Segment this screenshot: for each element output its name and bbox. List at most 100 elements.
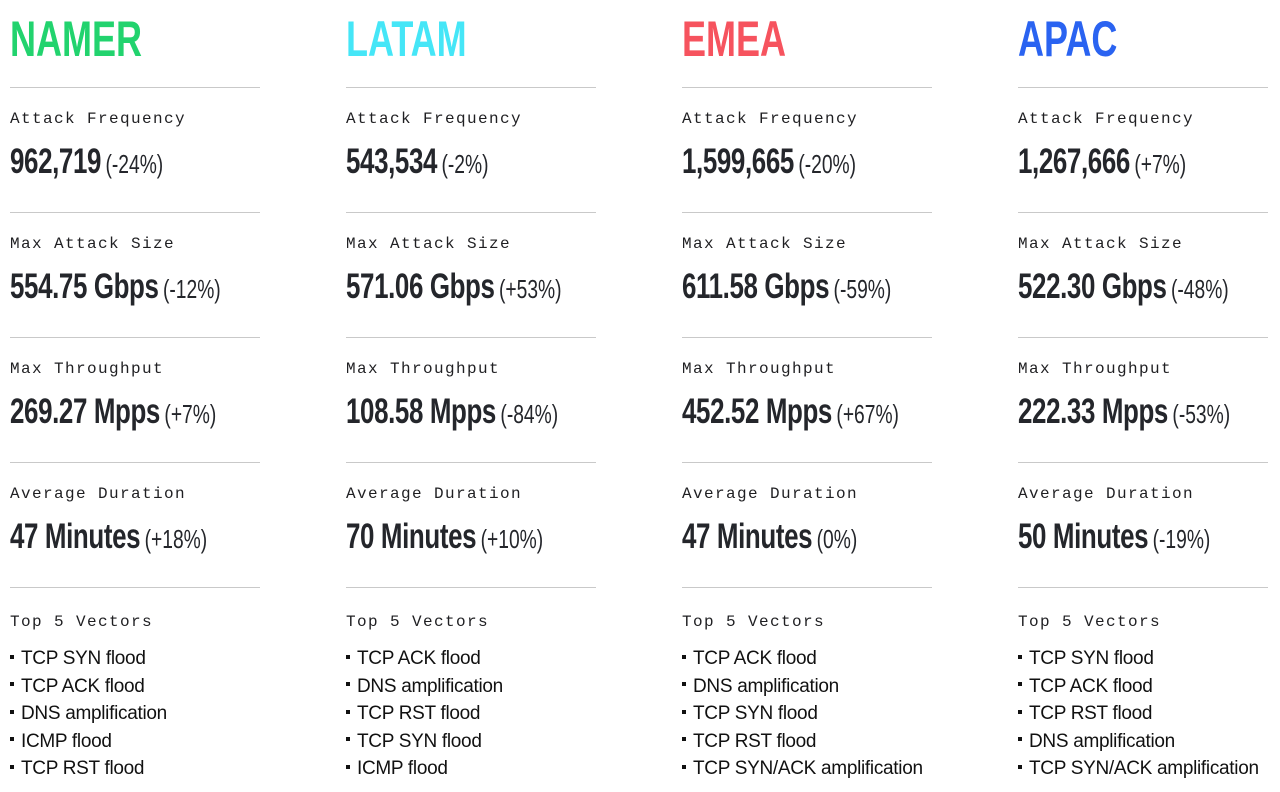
- region-title: NAMER: [10, 11, 142, 67]
- attack-frequency-value: 543,534: [346, 142, 438, 181]
- vector-item: TCP SYN flood: [346, 728, 503, 756]
- divider: [10, 212, 260, 213]
- region-title: LATAM: [346, 11, 467, 67]
- attack-frequency-metric: 543,534 (-2%): [346, 142, 489, 182]
- divider: [346, 587, 596, 588]
- vector-item: TCP RST flood: [10, 755, 167, 783]
- bullet-icon: [346, 654, 350, 659]
- divider: [10, 337, 260, 338]
- vector-item: TCP SYN flood: [1018, 645, 1259, 673]
- bullet-icon: [682, 654, 686, 659]
- vector-list: TCP ACK flood DNS amplification TCP SYN …: [682, 645, 923, 783]
- vector-item: TCP ACK flood: [682, 645, 923, 673]
- vector-list: TCP SYN flood TCP ACK flood TCP RST floo…: [1018, 645, 1259, 783]
- max-attack-size-label: Max Attack Size: [682, 235, 848, 253]
- max-attack-size-delta: (-12%): [162, 274, 221, 304]
- max-attack-size-delta: (+53%): [498, 274, 562, 304]
- bullet-icon: [682, 764, 686, 769]
- vector-label: TCP ACK flood: [357, 648, 481, 669]
- vector-item: DNS amplification: [1018, 728, 1259, 756]
- max-attack-size-value: 571.06 Gbps: [346, 267, 495, 306]
- divider: [10, 587, 260, 588]
- divider: [682, 587, 932, 588]
- attack-frequency-delta: (-20%): [798, 149, 857, 179]
- average-duration-value: 47 Minutes: [10, 517, 141, 556]
- region-column-latam: LATAM Attack Frequency 543,534 (-2%) Max …: [346, 0, 596, 792]
- attack-frequency-label: Attack Frequency: [10, 110, 187, 128]
- vector-label: TCP ACK flood: [1029, 675, 1153, 697]
- vector-item: TCP RST flood: [346, 700, 503, 728]
- max-attack-size-value: 611.58 Gbps: [682, 267, 830, 306]
- vector-label: TCP SYN/ACK amplification: [1029, 758, 1259, 779]
- vector-item: ICMP flood: [10, 728, 167, 756]
- average-duration-delta: (-19%): [1152, 524, 1211, 554]
- divider: [682, 212, 932, 213]
- vector-item: ICMP flood: [346, 755, 503, 783]
- max-attack-size-delta: (-48%): [1170, 274, 1229, 304]
- max-attack-size-metric: 554.75 Gbps (-12%): [10, 267, 221, 307]
- vector-label: TCP ACK flood: [21, 675, 145, 697]
- max-throughput-metric: 269.27 Mpps (+7%): [10, 392, 216, 432]
- average-duration-metric: 50 Minutes (-19%): [1018, 517, 1210, 557]
- average-duration-metric: 70 Minutes (+10%): [346, 517, 543, 557]
- divider: [682, 462, 932, 463]
- vector-item: TCP SYN/ACK amplification: [1018, 755, 1259, 783]
- bullet-icon: [10, 654, 14, 659]
- vector-label: TCP RST flood: [693, 730, 817, 752]
- bullet-icon: [682, 737, 686, 742]
- vector-item: TCP ACK flood: [10, 673, 167, 701]
- max-throughput-label: Max Throughput: [346, 360, 501, 378]
- divider: [682, 87, 932, 88]
- bullet-icon: [1018, 709, 1022, 714]
- vector-item: TCP SYN flood: [682, 700, 923, 728]
- top-vectors-label: Top 5 Vectors: [682, 613, 826, 631]
- max-throughput-value: 108.58 Mpps: [346, 392, 496, 431]
- vector-label: TCP RST flood: [357, 703, 481, 724]
- vector-label: TCP ACK flood: [693, 648, 817, 669]
- attack-frequency-label: Attack Frequency: [1018, 110, 1195, 128]
- vector-item: DNS amplification: [10, 700, 167, 728]
- max-attack-size-value: 522.30 Gbps: [1018, 267, 1167, 306]
- max-throughput-delta: (+67%): [836, 399, 899, 429]
- divider: [346, 212, 596, 213]
- divider: [10, 87, 260, 88]
- max-throughput-label: Max Throughput: [682, 360, 837, 378]
- max-throughput-value: 452.52 Mpps: [682, 392, 832, 431]
- bullet-icon: [10, 764, 14, 769]
- average-duration-value: 70 Minutes: [346, 517, 477, 556]
- average-duration-delta: (+18%): [144, 524, 208, 554]
- vector-label: TCP SYN flood: [1029, 648, 1154, 669]
- region-column-emea: EMEA Attack Frequency 1,599,665 (-20%) Ma…: [682, 0, 932, 792]
- bullet-icon: [1018, 654, 1022, 659]
- vector-label: DNS amplification: [693, 675, 839, 697]
- vector-item: TCP SYN flood: [10, 645, 167, 673]
- average-duration-delta: (0%): [816, 524, 858, 554]
- max-attack-size-label: Max Attack Size: [10, 235, 176, 253]
- max-throughput-delta: (+7%): [164, 399, 217, 429]
- vector-item: TCP RST flood: [682, 728, 923, 756]
- bullet-icon: [1018, 764, 1022, 769]
- top-vectors-label: Top 5 Vectors: [10, 613, 154, 631]
- divider: [346, 337, 596, 338]
- vector-item: TCP ACK flood: [346, 645, 503, 673]
- vector-item: TCP ACK flood: [1018, 673, 1259, 701]
- vector-label: TCP SYN flood: [21, 648, 146, 669]
- bullet-icon: [682, 682, 686, 687]
- attack-frequency-metric: 1,599,665 (-20%): [682, 142, 856, 182]
- region-column-namer: NAMER Attack Frequency 962,719 (-24%) Max…: [10, 0, 260, 792]
- vector-label: TCP RST flood: [1029, 703, 1153, 724]
- max-attack-size-metric: 571.06 Gbps (+53%): [346, 267, 562, 307]
- bullet-icon: [346, 764, 350, 769]
- average-duration-metric: 47 Minutes (0%): [682, 517, 857, 557]
- divider: [1018, 212, 1268, 213]
- bullet-icon: [346, 709, 350, 714]
- divider: [10, 462, 260, 463]
- max-throughput-label: Max Throughput: [10, 360, 165, 378]
- divider: [346, 87, 596, 88]
- region-column-apac: APAC Attack Frequency 1,267,666 (+7%) Max…: [1018, 0, 1268, 792]
- regions-grid: NAMER Attack Frequency 962,719 (-24%) Max…: [10, 0, 1280, 792]
- attack-frequency-value: 1,267,666: [1018, 142, 1130, 181]
- average-duration-label: Average Duration: [682, 485, 859, 503]
- average-duration-label: Average Duration: [1018, 485, 1195, 503]
- bullet-icon: [346, 737, 350, 742]
